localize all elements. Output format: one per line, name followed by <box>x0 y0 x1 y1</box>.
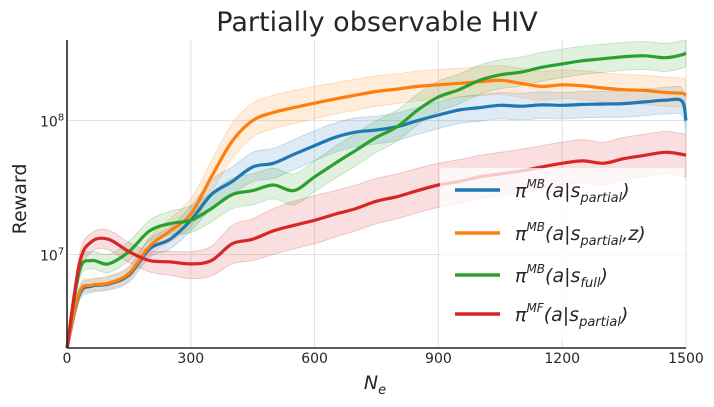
x-tick-labels: 0 300 600 900 1200 1500 <box>63 351 704 367</box>
series-line-partial <box>65 97 688 349</box>
legend-label-model-free: πMF(a|spartial) <box>515 301 628 330</box>
x-tick-label: 1500 <box>668 351 704 367</box>
grid-lines <box>67 40 687 348</box>
x-tick-label: 300 <box>177 351 204 367</box>
y-axis-label: Reward <box>9 164 31 235</box>
series-line-full <box>65 51 687 349</box>
series-line-model-free <box>65 150 687 349</box>
y-tick-labels: 107 108 <box>40 113 64 265</box>
y-tick-label: 108 <box>40 113 64 131</box>
legend-label-full: πMB(a|sfull) <box>515 262 608 291</box>
x-tick-label: 900 <box>425 351 452 367</box>
x-tick-label: 1200 <box>544 351 580 367</box>
x-axis-label-base: N <box>364 372 378 394</box>
series-lines <box>65 51 688 349</box>
y-tick-label: 107 <box>40 246 64 264</box>
x-axis-label: Ne <box>364 372 386 398</box>
legend-label-partial-z: πMB(a|spartial,z) <box>515 220 646 249</box>
series-line-partial-z <box>65 78 687 349</box>
x-axis-label-sub: e <box>378 383 386 398</box>
legend-label-partial: πMB(a|spartial) <box>515 177 630 206</box>
x-tick-label: 600 <box>301 351 328 367</box>
chart-title: Partially observable HIV <box>216 7 538 38</box>
legend: πMB(a|spartial) πMB(a|spartial,z) πMB(a|sf… <box>440 168 684 340</box>
legend-box <box>440 168 684 340</box>
x-tick-label: 0 <box>63 351 72 367</box>
